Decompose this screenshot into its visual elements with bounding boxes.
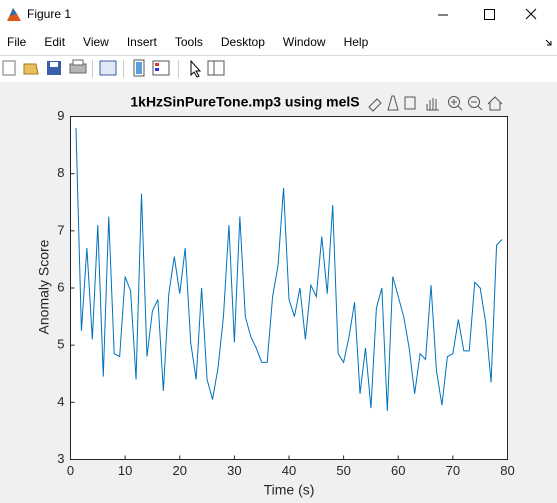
menu-item[interactable]: Help: [344, 35, 369, 49]
axes-box: [70, 116, 508, 460]
x-tick-label: 10: [118, 463, 132, 478]
minimize-button[interactable]: [425, 0, 471, 30]
x-tick-label: 30: [227, 463, 241, 478]
dock-arrow[interactable]: [545, 39, 552, 46]
menu-item[interactable]: View: [83, 35, 109, 49]
x-tick-label: 70: [446, 463, 460, 478]
close-button[interactable]: [511, 0, 557, 30]
y-axis-label: Anomaly Score: [36, 239, 52, 334]
menu-item[interactable]: Desktop: [221, 35, 265, 49]
y-tick-label: 3: [57, 451, 64, 466]
x-tick-label: 0: [67, 463, 74, 478]
chart-title: 1kHzSinPureTone.mp3 using melS: [130, 94, 359, 110]
x-tick-label: 60: [391, 463, 405, 478]
x-axis-label: Time (s): [264, 482, 315, 498]
app-icon: [7, 8, 21, 21]
y-tick-label: 6: [57, 279, 64, 294]
menu-item[interactable]: Edit: [44, 35, 65, 49]
x-tick-label: 40: [282, 463, 296, 478]
y-tick-label: 7: [57, 222, 64, 237]
x-tick-label: 80: [500, 463, 514, 478]
axes-toolbar[interactable]: [364, 93, 507, 113]
menu-item[interactable]: File: [7, 35, 27, 49]
y-tick-label: 8: [57, 165, 64, 180]
menu-item[interactable]: Tools: [175, 35, 203, 49]
y-tick-label: 5: [57, 337, 64, 352]
maximize-button[interactable]: [471, 0, 511, 30]
menu-bar: [0, 30, 557, 54]
data-line: [75, 127, 503, 411]
window-title: Figure 1: [27, 7, 71, 21]
title-bar: [0, 0, 557, 30]
menu-item[interactable]: Window: [283, 35, 326, 49]
y-tick-label: 9: [57, 108, 64, 123]
toolbar-icons[interactable]: [2, 59, 225, 78]
x-tick-label: 50: [336, 463, 350, 478]
y-tick-label: 4: [57, 394, 64, 409]
menu-item[interactable]: Insert: [127, 35, 158, 49]
x-tick-label: 20: [173, 463, 187, 478]
